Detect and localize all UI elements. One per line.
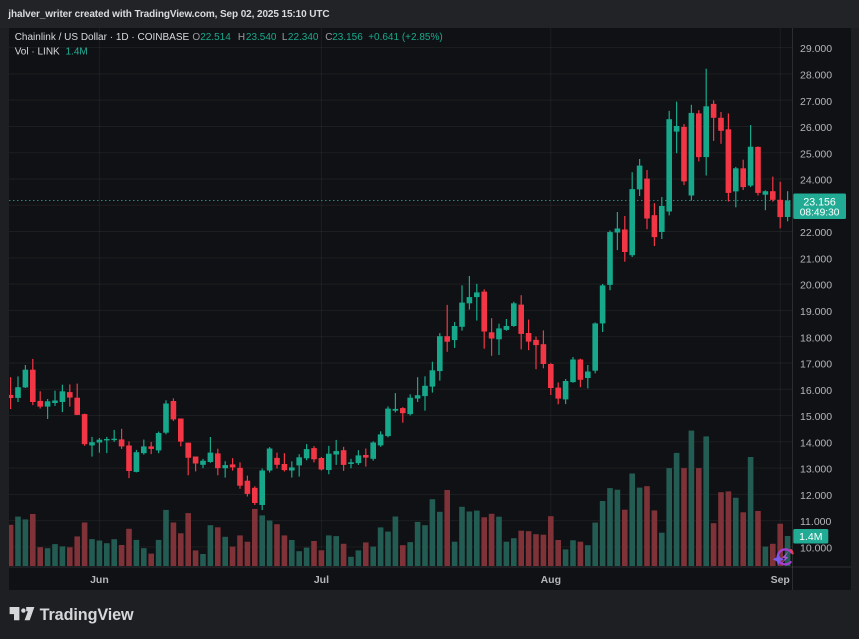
svg-text:27.000: 27.000	[800, 96, 832, 108]
svg-text:Chainlink / US Dollar · 1D · C: Chainlink / US Dollar · 1D · COINBASE O22…	[15, 32, 443, 43]
svg-text:13.000: 13.000	[800, 464, 832, 476]
svg-text:11.000: 11.000	[800, 516, 831, 528]
svg-text:25.000: 25.000	[800, 148, 832, 160]
svg-text:Sep: Sep	[771, 574, 790, 586]
svg-text:Aug: Aug	[541, 574, 561, 586]
svg-text:18.000: 18.000	[800, 332, 832, 344]
svg-text:22.000: 22.000	[800, 227, 832, 239]
svg-text:17.000: 17.000	[800, 359, 832, 371]
svg-text:23.156: 23.156	[803, 196, 836, 208]
svg-text:10.000: 10.000	[800, 543, 832, 555]
svg-text:12.000: 12.000	[800, 490, 832, 502]
svg-text:28.000: 28.000	[800, 69, 832, 81]
svg-text:1.4M: 1.4M	[799, 531, 822, 543]
svg-text:20.000: 20.000	[800, 280, 832, 292]
svg-text:16.000: 16.000	[800, 385, 832, 397]
svg-text:08:49:30: 08:49:30	[800, 207, 840, 218]
svg-text:21.000: 21.000	[800, 253, 832, 265]
svg-text:29.000: 29.000	[800, 43, 832, 55]
svg-text:15.000: 15.000	[800, 411, 832, 423]
svg-text:Jul: Jul	[314, 574, 329, 586]
svg-text:19.000: 19.000	[800, 306, 832, 318]
svg-text:14.000: 14.000	[800, 437, 832, 449]
svg-text:24.000: 24.000	[800, 175, 832, 187]
svg-text:26.000: 26.000	[800, 122, 832, 134]
svg-text:Jun: Jun	[90, 574, 109, 586]
